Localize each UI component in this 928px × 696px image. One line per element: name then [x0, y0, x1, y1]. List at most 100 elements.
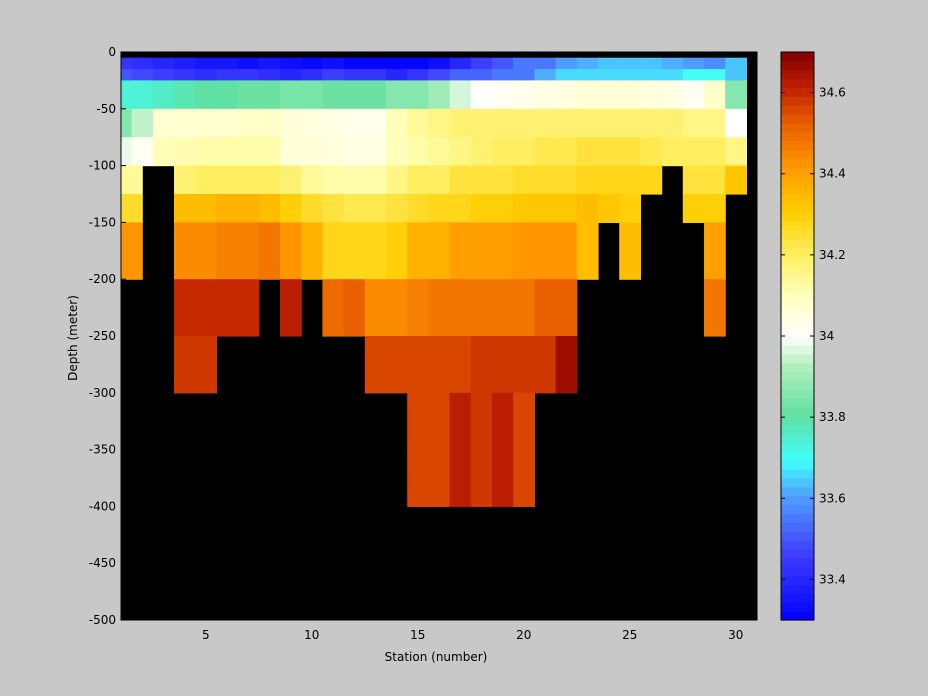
- heatmap-cell: [407, 80, 429, 110]
- heatmap-cell: [576, 222, 599, 280]
- heatmap-cell: [534, 80, 557, 110]
- heatmap-cell: [131, 57, 154, 70]
- heatmap-cell: [704, 194, 726, 223]
- colorbar-segment: [781, 362, 814, 373]
- colorbar-segment: [781, 495, 814, 506]
- heatmap-cell: [364, 336, 387, 394]
- colorbar-segment: [781, 309, 814, 319]
- heatmap-cell: [725, 108, 747, 138]
- heatmap-cell: [322, 57, 345, 70]
- heatmap-cell: [428, 69, 451, 81]
- heatmap-cell: [449, 222, 472, 280]
- heatmap-cell: [640, 57, 663, 70]
- heatmap-cell: [343, 57, 366, 70]
- heatmap-cell: [555, 108, 578, 138]
- heatmap-cell: [598, 108, 620, 138]
- colorbar-segment: [781, 531, 814, 541]
- colorbar-segment: [781, 611, 814, 621]
- y-tick-label: -400: [89, 499, 116, 513]
- heatmap-cell: [237, 165, 260, 195]
- heatmap-cell: [661, 137, 684, 167]
- heatmap-cell: [237, 137, 260, 167]
- colorbar-segment: [781, 575, 814, 586]
- heatmap-cell: [407, 392, 429, 451]
- heatmap-cell: [386, 194, 408, 223]
- heatmap-cell: [704, 279, 726, 337]
- heatmap-cell: [407, 57, 429, 70]
- heatmap-cell: [343, 69, 366, 81]
- heatmap-cell: [322, 165, 345, 195]
- heatmap-cell: [449, 449, 472, 507]
- heatmap-cell: [258, 194, 281, 223]
- heatmap-cell: [449, 80, 472, 110]
- heatmap-cell: [364, 57, 387, 70]
- colorbar: 33.4 33.6 33.8 34 34.2 34.4 34.6: [780, 51, 846, 621]
- heatmap-cell: [386, 336, 408, 394]
- heatmap-cell: [343, 194, 366, 223]
- colorbar-segment: [781, 371, 814, 381]
- colorbar-segment: [781, 424, 814, 435]
- heatmap-cell: [195, 108, 217, 138]
- heatmap-cell: [640, 80, 663, 110]
- colorbar-segment: [781, 300, 814, 310]
- heatmap-cell: [428, 108, 451, 138]
- heatmap-cell: [492, 449, 514, 507]
- heatmap-cell: [322, 222, 345, 280]
- colorbar-segment: [781, 433, 814, 444]
- heatmap-cell: [174, 137, 196, 167]
- heatmap-cell: [704, 57, 726, 70]
- colorbar-segment: [781, 282, 814, 293]
- heatmap-cell: [619, 137, 641, 167]
- heatmap-cell: [449, 392, 472, 451]
- heatmap-cell: [152, 108, 175, 138]
- heatmap-cell: [364, 194, 387, 223]
- heatmap-cell: [513, 80, 535, 110]
- heatmap-cell: [258, 222, 281, 280]
- colorbar-segment: [781, 273, 814, 284]
- heatmap-cell: [492, 194, 514, 223]
- colorbar-segment: [781, 478, 814, 488]
- colorbar-segment: [781, 238, 814, 248]
- heatmap-cell: [492, 222, 514, 280]
- heatmap-cell: [195, 165, 217, 195]
- heatmap-cell: [619, 165, 641, 195]
- heatmap-cell: [470, 80, 493, 110]
- heatmap-cell: [174, 279, 196, 337]
- heatmap-cell: [704, 137, 726, 167]
- colorbar-segment: [781, 407, 814, 417]
- heatmap-cell: [555, 80, 578, 110]
- heatmap-cell: [258, 137, 281, 167]
- heatmap-cell: [513, 137, 535, 167]
- colorbar-tick-label: 34: [819, 329, 834, 343]
- y-tick-label: 0: [108, 45, 116, 59]
- heatmap-cell: [258, 108, 281, 138]
- y-tick-label: -200: [89, 272, 116, 286]
- heatmap-cell: [216, 137, 239, 167]
- heatmap-cell: [534, 194, 557, 223]
- colorbar-segment: [781, 211, 814, 222]
- heatmap-cell: [216, 279, 239, 337]
- heatmap-cell: [364, 80, 387, 110]
- heatmap-cell: [343, 165, 366, 195]
- heatmap-cell: [513, 336, 535, 394]
- colorbar-segment: [781, 549, 814, 559]
- heatmap-cell: [555, 165, 578, 195]
- heatmap-cell: [470, 279, 493, 337]
- heatmap-cell: [237, 194, 260, 223]
- x-tick-label: 20: [516, 628, 531, 642]
- heatmap-cell: [513, 69, 535, 81]
- colorbar-tick-label: 33.8: [819, 410, 846, 424]
- heatmap-cell: [428, 137, 451, 167]
- heatmap-cell: [682, 80, 705, 110]
- heatmap-cell: [640, 69, 663, 81]
- colorbar-segment: [781, 131, 814, 142]
- heatmap-cell: [407, 194, 429, 223]
- heatmap-cell: [576, 69, 599, 81]
- heatmap-cell: [258, 80, 281, 110]
- heatmap-cell: [195, 222, 217, 280]
- heatmap-cell: [470, 69, 493, 81]
- heatmap-cell: [280, 69, 302, 81]
- heatmap-cell: [174, 80, 196, 110]
- heatmap-cell: [619, 222, 641, 280]
